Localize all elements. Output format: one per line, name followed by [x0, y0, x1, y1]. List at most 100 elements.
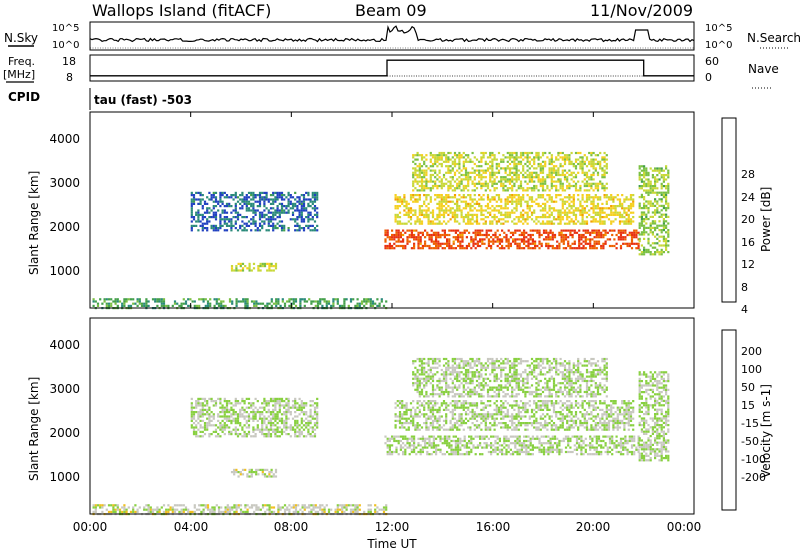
heatmap-cell — [442, 213, 446, 216]
heatmap-cell — [424, 437, 427, 440]
heatmap-cell — [276, 400, 279, 403]
heatmap-cell — [258, 200, 262, 203]
heatmap-cell — [210, 433, 213, 436]
heatmap-cell — [592, 160, 595, 163]
heatmap-cell — [514, 229, 517, 232]
heatmap-cell — [220, 302, 223, 305]
heatmap-cell — [436, 154, 439, 157]
heatmap-cell — [338, 508, 342, 511]
heatmap-cell — [519, 160, 523, 163]
heatmap-cell — [523, 240, 526, 243]
heatmap-cell — [221, 211, 224, 214]
heatmap-cell — [316, 211, 319, 214]
heatmap-cell — [234, 404, 237, 407]
heatmap-cell — [594, 162, 597, 166]
heatmap-cell — [434, 182, 437, 185]
heatmap-cell — [647, 242, 650, 245]
heatmap-cell — [467, 182, 470, 185]
heatmap-cell — [515, 173, 518, 177]
heatmap-cell — [517, 194, 520, 197]
heatmap-cell — [517, 176, 520, 179]
heatmap-cell — [524, 180, 527, 183]
heatmap-cell — [404, 450, 407, 454]
heatmap-cell — [524, 171, 527, 174]
heatmap-cell — [643, 202, 646, 205]
heatmap-cell — [469, 178, 472, 181]
heatmap-cell — [458, 182, 461, 185]
heatmap-cell — [539, 205, 542, 208]
heatmap-cell — [539, 184, 542, 188]
heatmap-cell — [380, 508, 383, 511]
heatmap-cell — [453, 173, 457, 177]
heatmap-cell — [198, 504, 201, 507]
heatmap-cell — [402, 229, 405, 232]
heatmap-cell — [585, 198, 589, 201]
heatmap-cell — [610, 194, 613, 197]
heatmap-cell — [406, 437, 409, 440]
heatmap-cell — [662, 185, 665, 188]
heatmap-cell — [547, 244, 550, 248]
heatmap-cell — [230, 224, 233, 227]
heatmap-cell — [147, 504, 150, 507]
heatmap-cell — [302, 404, 306, 407]
heatmap-cell — [431, 211, 435, 214]
heatmap-cell — [468, 231, 471, 234]
heatmap-cell — [561, 173, 564, 177]
heatmap-cell — [330, 304, 333, 307]
heatmap-cell — [107, 510, 111, 513]
heatmap-cell — [509, 236, 512, 239]
heatmap-cell — [197, 402, 200, 405]
heatmap-cell — [551, 247, 554, 250]
noise-right-tick-top: 10^5 — [705, 23, 732, 34]
noise-panel: N.Sky 10^5 10^0 10^5 10^0 N.Search — [4, 21, 800, 51]
heatmap-cell — [470, 437, 473, 440]
heatmap-cell — [445, 165, 448, 168]
heatmap-cell — [214, 435, 218, 438]
heatmap-cell — [592, 173, 595, 177]
heatmap-cell — [265, 404, 268, 407]
heatmap-cell — [206, 413, 209, 416]
heatmap-cell — [538, 231, 541, 234]
heatmap-cell — [125, 510, 128, 513]
heatmap-cell — [603, 158, 606, 161]
heatmap-cell — [594, 220, 597, 223]
heatmap-cell — [528, 216, 531, 219]
heatmap-cell — [184, 506, 188, 509]
heatmap-cell — [529, 439, 532, 443]
heatmap-cell — [193, 510, 196, 513]
heatmap-cell — [261, 430, 264, 433]
heatmap-cell — [550, 184, 553, 188]
heatmap-cell — [647, 237, 650, 240]
heatmap-cell — [96, 304, 100, 307]
heatmap-cell — [285, 397, 288, 400]
heatmap-cell — [416, 173, 419, 177]
heatmap-cell — [478, 180, 481, 183]
heatmap-cell — [519, 184, 523, 188]
heatmap-cell — [449, 196, 452, 199]
heatmap-cell — [493, 182, 496, 185]
heatmap-cell — [268, 510, 271, 513]
heatmap-cell — [630, 247, 634, 250]
heatmap-cell — [413, 450, 416, 454]
heatmap-cell — [393, 247, 396, 250]
heatmap-cell — [212, 200, 215, 203]
heatmap-cell — [660, 244, 663, 247]
heatmap-cell — [302, 196, 306, 199]
heatmap-cell — [438, 176, 441, 179]
heatmap-cell — [435, 453, 438, 456]
heatmap-cell — [412, 194, 415, 197]
heatmap-cell — [592, 216, 595, 219]
heatmap-cell — [212, 430, 215, 433]
heatmap-cell — [590, 220, 593, 223]
heatmap-cell — [305, 191, 308, 194]
heatmap-cell — [459, 233, 462, 237]
heatmap-cell — [481, 233, 484, 237]
heatmap-cell — [321, 504, 324, 507]
heatmap-cell — [570, 220, 573, 223]
heatmap-cell — [474, 453, 477, 456]
power-ytick-4000: 4000 — [49, 132, 80, 146]
heatmap-cell — [667, 204, 670, 207]
heatmap-cell — [560, 233, 563, 237]
heatmap-cell — [208, 397, 211, 400]
heatmap-cell — [660, 185, 663, 188]
